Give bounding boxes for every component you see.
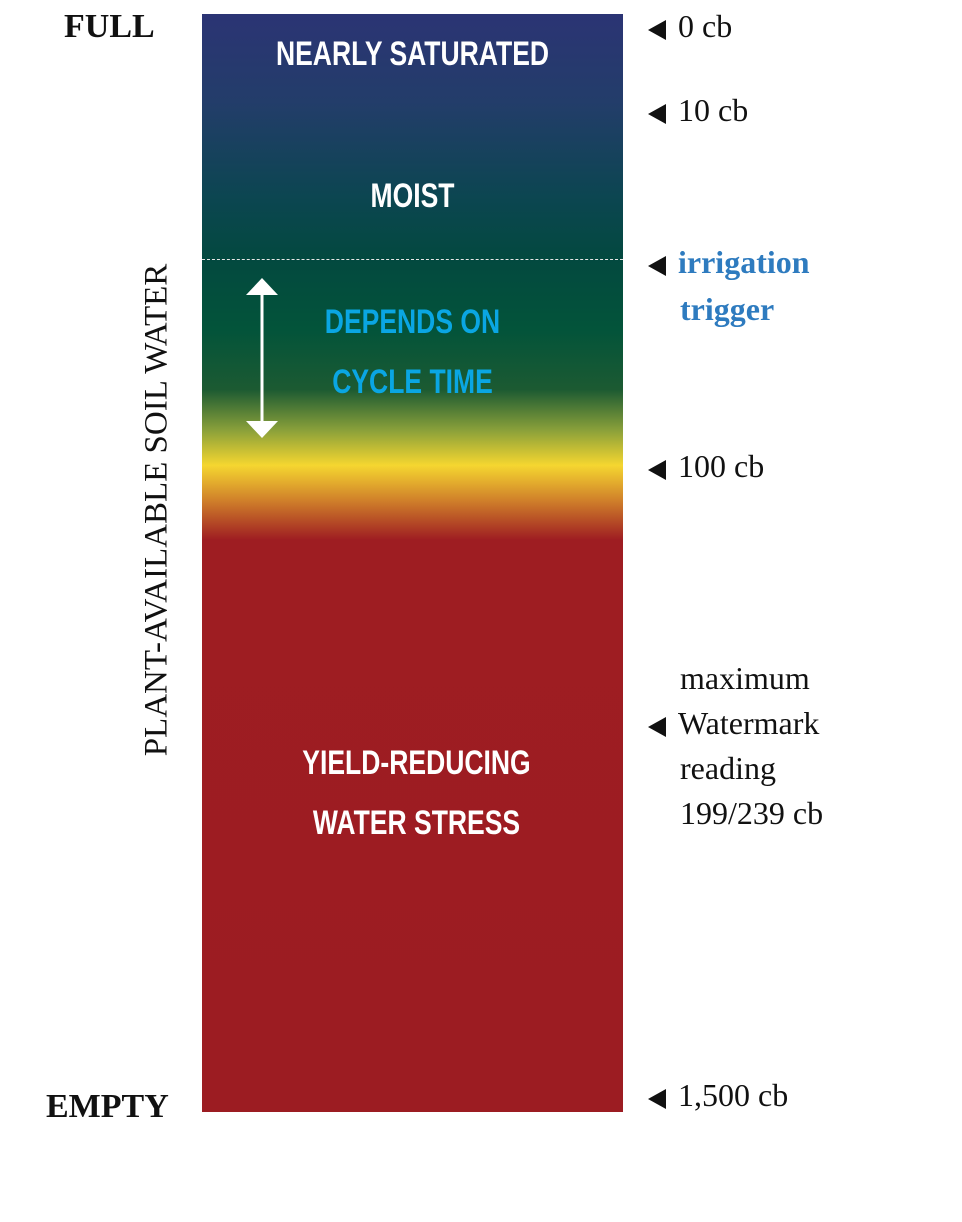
zone-nearly-saturated: NEARLY SATURATED	[275, 35, 550, 73]
marker-1500cb: 1,500 cb	[648, 1072, 788, 1118]
marker-max-line3: reading	[680, 750, 776, 786]
pointer-icon	[648, 716, 666, 737]
zone-depends-line1: DEPENDS ON	[324, 303, 501, 341]
pointer-icon	[648, 103, 666, 124]
axis-title: PLANT-AVAILABLE SOIL WATER	[138, 263, 175, 757]
irrigation-trigger-line	[202, 259, 623, 260]
pointer-icon	[648, 255, 666, 276]
marker-0cb: 0 cb	[648, 3, 732, 49]
marker-max-line2: Watermark	[648, 700, 819, 746]
pointer-icon	[648, 1088, 666, 1109]
double-arrow-icon	[246, 278, 278, 438]
pointer-icon	[648, 459, 666, 480]
zone-depends-line2: CYCLE TIME	[332, 363, 493, 401]
marker-max-line4: 199/239 cb	[680, 795, 824, 831]
soil-water-gradient-bar	[202, 14, 623, 1112]
empty-label: EMPTY	[46, 1088, 169, 1125]
zone-stress-line2: WATER STRESS	[312, 804, 521, 842]
marker-100cb: 100 cb	[648, 443, 764, 489]
zone-stress-line1: YIELD-REDUCING	[302, 744, 531, 782]
pointer-icon	[648, 19, 666, 40]
marker-irrigation-trigger-line2: trigger	[680, 291, 775, 327]
marker-irrigation-trigger: irrigation	[648, 239, 810, 285]
marker-max-line1: maximum	[680, 660, 810, 696]
full-label: FULL	[64, 8, 155, 45]
marker-10cb: 10 cb	[648, 87, 748, 133]
zone-moist: MOIST	[370, 177, 455, 215]
